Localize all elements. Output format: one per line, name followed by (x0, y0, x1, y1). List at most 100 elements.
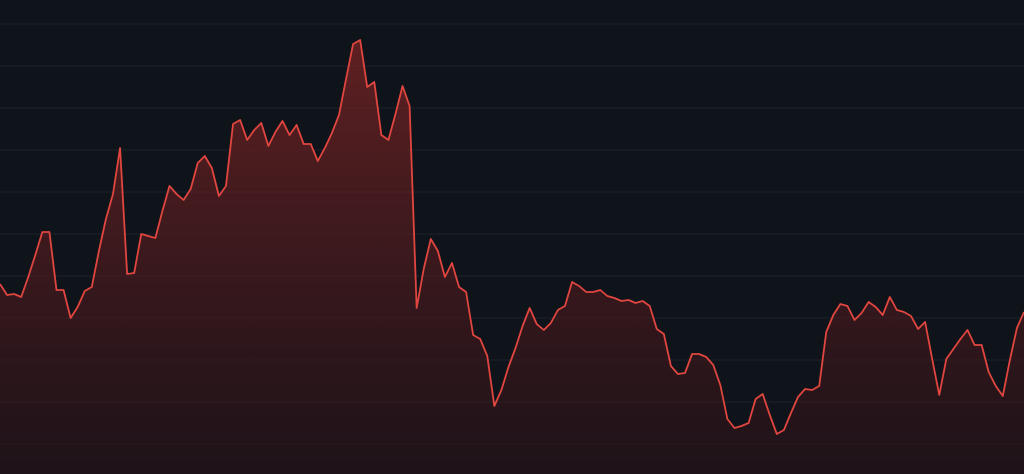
data-point (1002, 395, 1003, 396)
data-point (473, 334, 474, 335)
data-point (317, 160, 318, 161)
data-point (360, 39, 361, 40)
data-point (571, 281, 572, 282)
data-point (402, 85, 403, 86)
series-line-group (0, 39, 1024, 435)
data-point (557, 309, 558, 310)
data-point (593, 291, 594, 292)
data-point (303, 143, 304, 144)
data-point (854, 319, 855, 320)
data-point (225, 185, 226, 186)
data-point (494, 405, 495, 406)
data-point (840, 303, 841, 304)
data-point (861, 312, 862, 313)
data-point (748, 422, 749, 423)
series-line (0, 39, 1024, 435)
data-point (254, 129, 255, 130)
data-point (416, 307, 417, 308)
data-point (423, 268, 424, 269)
data-point (812, 389, 813, 390)
data-point (381, 134, 382, 135)
data-point (586, 291, 587, 292)
data-point (56, 289, 57, 290)
data-point (974, 344, 975, 345)
data-point (995, 385, 996, 386)
data-point (338, 114, 339, 115)
data-point (833, 314, 834, 315)
data-point (981, 344, 982, 345)
data-point (501, 389, 502, 390)
data-point (522, 325, 523, 326)
data-point (176, 193, 177, 194)
data-point (112, 193, 113, 194)
data-point (691, 353, 692, 354)
data-point (917, 328, 918, 329)
data-point (345, 78, 346, 79)
data-point (289, 134, 290, 135)
data-point (628, 299, 629, 300)
data-point (925, 321, 926, 322)
data-point (169, 185, 170, 186)
data-point (953, 348, 954, 349)
data-point (543, 329, 544, 330)
data-point (727, 418, 728, 419)
data-point (218, 195, 219, 196)
data-point (14, 293, 15, 294)
data-point (63, 289, 64, 290)
data-point (240, 119, 241, 120)
data-point (261, 122, 262, 123)
data-point (720, 384, 721, 385)
data-point (826, 331, 827, 332)
data-point (578, 285, 579, 286)
data-point (275, 131, 276, 132)
data-point (656, 328, 657, 329)
data-point (790, 412, 791, 413)
data-point (670, 365, 671, 366)
data-point (960, 338, 961, 339)
data-point (353, 43, 354, 44)
data-point (42, 231, 43, 232)
data-point (635, 302, 636, 303)
data-point (797, 396, 798, 397)
data-point (508, 366, 509, 367)
data-point (564, 305, 565, 306)
data-point (197, 162, 198, 163)
series-area (0, 40, 1024, 474)
data-point (910, 315, 911, 316)
data-point (204, 155, 205, 156)
data-point (84, 290, 85, 291)
data-point (134, 272, 135, 273)
data-point (374, 81, 375, 82)
data-point (141, 233, 142, 234)
data-point (932, 358, 933, 359)
data-point (70, 317, 71, 318)
data-point (988, 371, 989, 372)
data-point (607, 295, 608, 296)
data-point (903, 311, 904, 312)
data-point (536, 323, 537, 324)
data-point (324, 147, 325, 148)
data-point (247, 139, 248, 140)
data-point (190, 188, 191, 189)
data-point (388, 139, 389, 140)
data-point (232, 123, 233, 124)
data-point (529, 307, 530, 308)
data-point (889, 296, 890, 297)
data-point (663, 333, 664, 334)
data-point (776, 433, 777, 434)
data-point (98, 250, 99, 251)
data-point (967, 329, 968, 330)
data-point (466, 291, 467, 292)
data-point (21, 296, 22, 297)
data-point (105, 218, 106, 219)
data-point (649, 305, 650, 306)
data-point (684, 372, 685, 373)
data-point (91, 286, 92, 287)
data-point (882, 314, 883, 315)
data-point (310, 143, 311, 144)
data-point (6, 294, 7, 295)
data-point (487, 355, 488, 356)
data-point (946, 358, 947, 359)
data-point (409, 105, 410, 106)
